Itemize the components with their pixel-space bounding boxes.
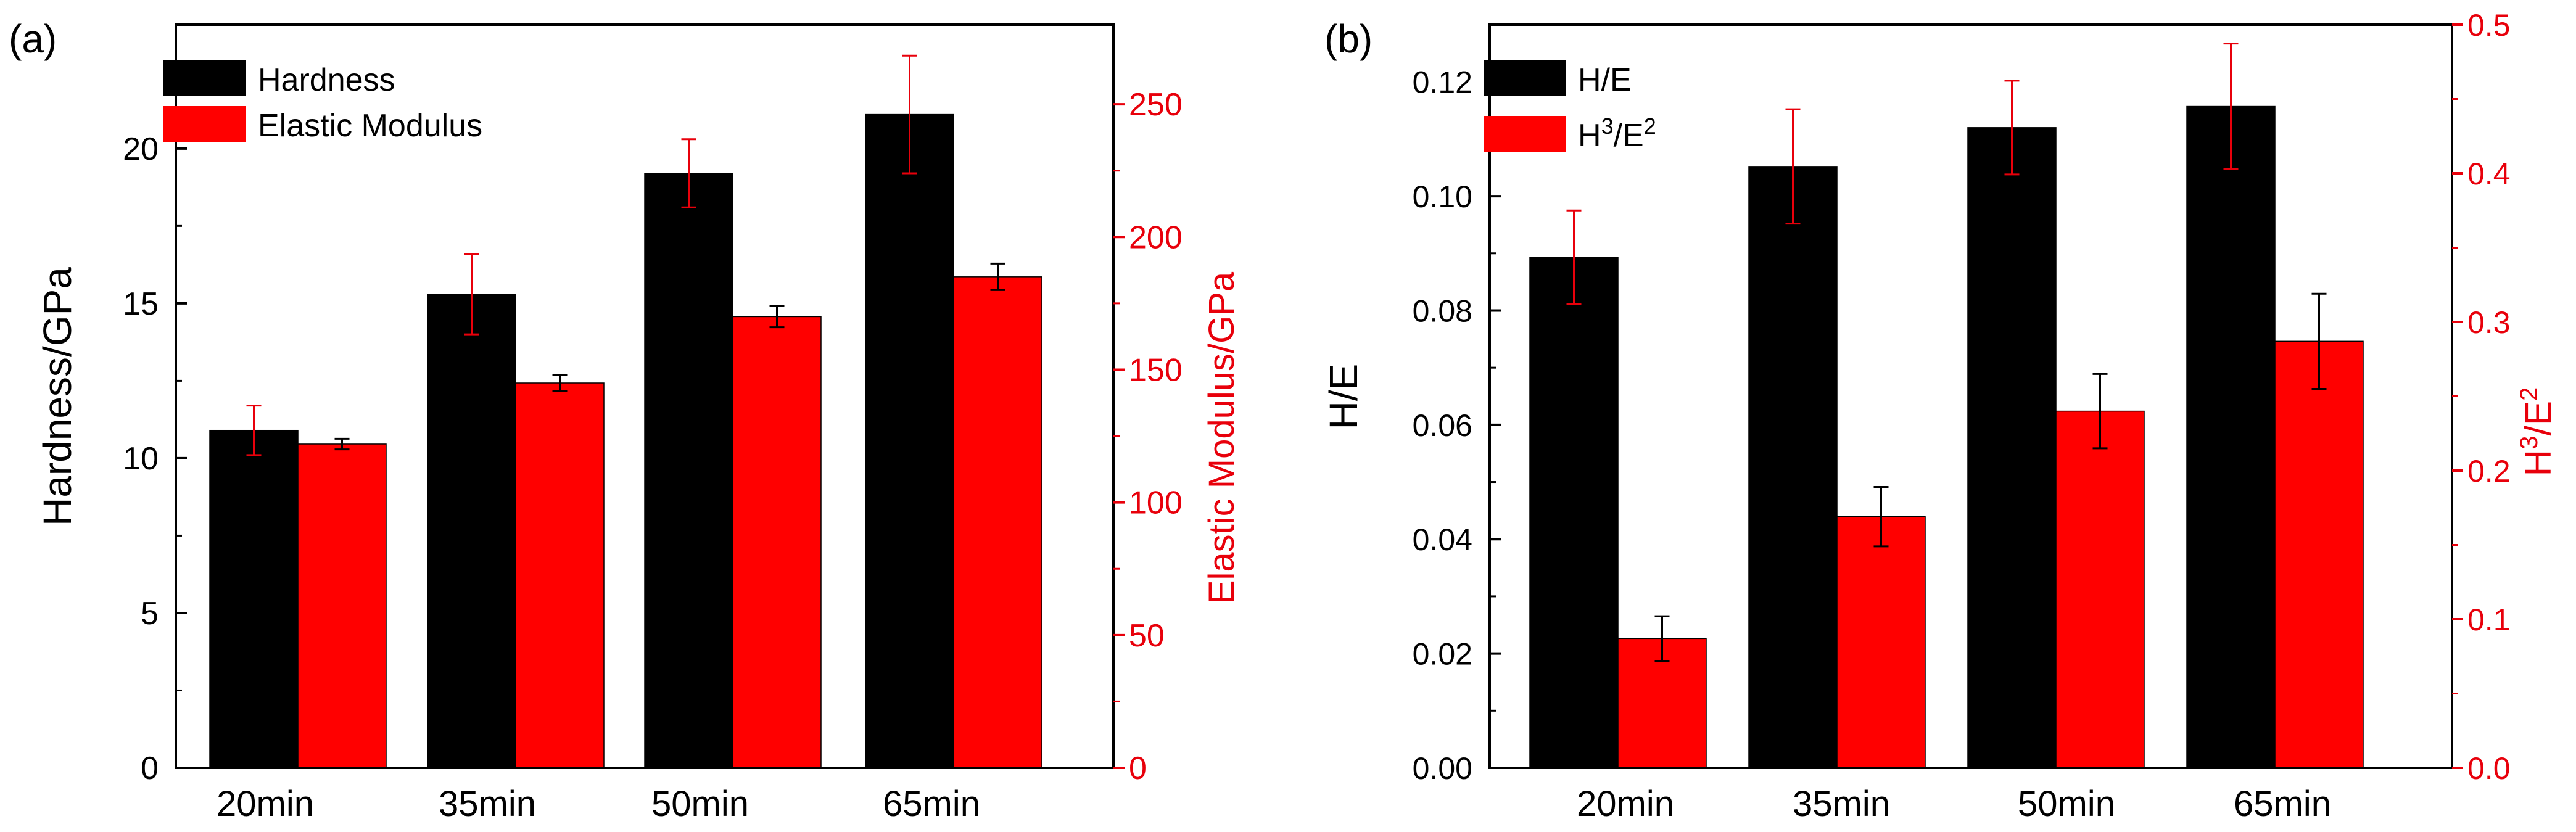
axis-label-e-exponent: 2 bbox=[2516, 387, 2543, 401]
panel-b-right-axis-label: H3/E2 bbox=[2516, 387, 2559, 477]
legend-swatch-h3-over-e2 bbox=[1484, 116, 1566, 152]
panel-b-left-axis-ticks: 0.00 0.02 0.04 0.06 0.08 0.10 0.12 bbox=[1413, 65, 1501, 786]
category-label: 20min bbox=[217, 784, 314, 824]
bar-left-20min bbox=[209, 429, 299, 768]
legend-label-h-over-e: H/E bbox=[1578, 62, 1632, 98]
category-label: 20min bbox=[1577, 784, 1674, 824]
right-tick-label: 250 bbox=[1129, 87, 1183, 123]
right-tick-label: 0.5 bbox=[2467, 8, 2511, 43]
left-tick-label: 10 bbox=[123, 441, 159, 477]
left-tick-label: 0.12 bbox=[1413, 65, 1472, 100]
right-tick-label: 0.3 bbox=[2467, 305, 2511, 340]
legend-e-exponent: 2 bbox=[1644, 113, 1656, 139]
bar-left-50min bbox=[644, 173, 733, 768]
panel-b-category-labels: 20min 35min 50min 65min bbox=[1577, 784, 2331, 824]
panel-b-label: (b) bbox=[1324, 17, 1373, 61]
bar-right-20min bbox=[297, 443, 387, 768]
legend-h: H bbox=[1578, 118, 1601, 154]
right-tick-label: 0.0 bbox=[2467, 751, 2511, 786]
left-tick-label: 20 bbox=[123, 131, 159, 167]
category-label: 35min bbox=[1793, 784, 1890, 824]
panel-a: (a) 0 5 10 15 20 0 50 100 150 200 250 20min 35min 5… bbox=[9, 17, 1242, 824]
panel-a-left-axis-label: Hardness/GPa bbox=[35, 267, 80, 526]
bar-left-35min bbox=[1748, 166, 1838, 768]
panel-b: (b) 0.000.020.040.060.080.100.12 0.00.10… bbox=[1321, 8, 2559, 824]
category-label: 65min bbox=[883, 784, 980, 824]
left-tick-label: 0 bbox=[141, 751, 159, 786]
right-tick-label: 0.2 bbox=[2467, 454, 2511, 488]
category-label: 50min bbox=[651, 784, 749, 824]
panel-b-legend: H/E H3/E2 bbox=[1484, 60, 1656, 154]
panel-a-category-labels: 20min 35min 50min 65min bbox=[217, 784, 980, 824]
left-tick-label: 15 bbox=[123, 286, 159, 322]
bar-right-65min bbox=[953, 276, 1042, 768]
panel-b-left-axis-label: H/E bbox=[1321, 364, 1366, 430]
legend-swatch-h-over-e bbox=[1484, 60, 1566, 96]
legend-swatch-elastic-modulus bbox=[163, 106, 246, 142]
right-tick-label: 0 bbox=[1129, 751, 1147, 786]
bar-right-35min bbox=[515, 382, 605, 768]
panel-a-right-axis-ticks: 0 50 100 150 200 250 bbox=[1113, 87, 1183, 786]
panel-a-legend: Hardness Elastic Modulus bbox=[163, 60, 482, 144]
left-tick-label: 0.08 bbox=[1413, 294, 1472, 328]
legend-label-h3-over-e2: H3/E2 bbox=[1578, 113, 1656, 154]
axis-label-h-exponent: 3 bbox=[2516, 436, 2543, 450]
panel-a-left-axis-ticks: 0 5 10 15 20 bbox=[123, 131, 187, 786]
right-tick-label: 200 bbox=[1129, 220, 1183, 255]
right-tick-label: 100 bbox=[1129, 485, 1183, 521]
legend-label-elastic-modulus: Elastic Modulus bbox=[258, 108, 482, 144]
right-tick-label: 0.1 bbox=[2467, 603, 2511, 637]
legend-h-exponent: 3 bbox=[1601, 113, 1614, 139]
panel-a-bars bbox=[209, 113, 1042, 768]
left-tick-label: 5 bbox=[141, 596, 159, 632]
left-tick-label: 0.02 bbox=[1413, 637, 1472, 672]
bar-left-65min bbox=[2186, 105, 2276, 768]
category-label: 50min bbox=[2018, 784, 2115, 824]
bar-left-35min bbox=[427, 294, 516, 768]
category-label: 35min bbox=[439, 784, 536, 824]
legend-label-hardness: Hardness bbox=[258, 62, 395, 98]
panel-a-label: (a) bbox=[9, 17, 57, 61]
right-tick-label: 0.4 bbox=[2467, 157, 2511, 191]
left-tick-label: 0.04 bbox=[1413, 522, 1472, 557]
category-label: 65min bbox=[2234, 784, 2331, 824]
axis-label-e: /E bbox=[2517, 401, 2559, 436]
panel-a-error-bars bbox=[246, 54, 1005, 456]
legend-e: /E bbox=[1614, 118, 1644, 154]
panel-b-error-bars bbox=[1566, 43, 2327, 662]
right-tick-label: 50 bbox=[1129, 618, 1165, 654]
axis-label-h: H bbox=[2517, 450, 2559, 476]
bar-right-65min bbox=[2274, 340, 2364, 768]
bar-right-50min bbox=[2055, 410, 2145, 768]
bar-left-20min bbox=[1529, 257, 1619, 768]
left-tick-label: 0.06 bbox=[1413, 408, 1472, 443]
panel-b-right-axis-ticks: 0.0 0.1 0.2 0.3 0.4 0.5 bbox=[2452, 8, 2511, 786]
bar-right-35min bbox=[1836, 516, 1926, 768]
legend-swatch-hardness bbox=[163, 60, 246, 96]
panel-b-bars bbox=[1529, 105, 2364, 768]
left-tick-label: 0.10 bbox=[1413, 179, 1472, 214]
bar-left-50min bbox=[1967, 127, 2057, 768]
panel-a-plot-frame bbox=[175, 23, 1115, 769]
left-tick-label: 0.00 bbox=[1413, 751, 1472, 786]
bar-left-65min bbox=[865, 113, 954, 768]
bar-right-50min bbox=[732, 316, 822, 768]
right-tick-label: 150 bbox=[1129, 352, 1183, 388]
panel-a-right-axis-label: Elastic Modulus/GPa bbox=[1202, 271, 1242, 604]
